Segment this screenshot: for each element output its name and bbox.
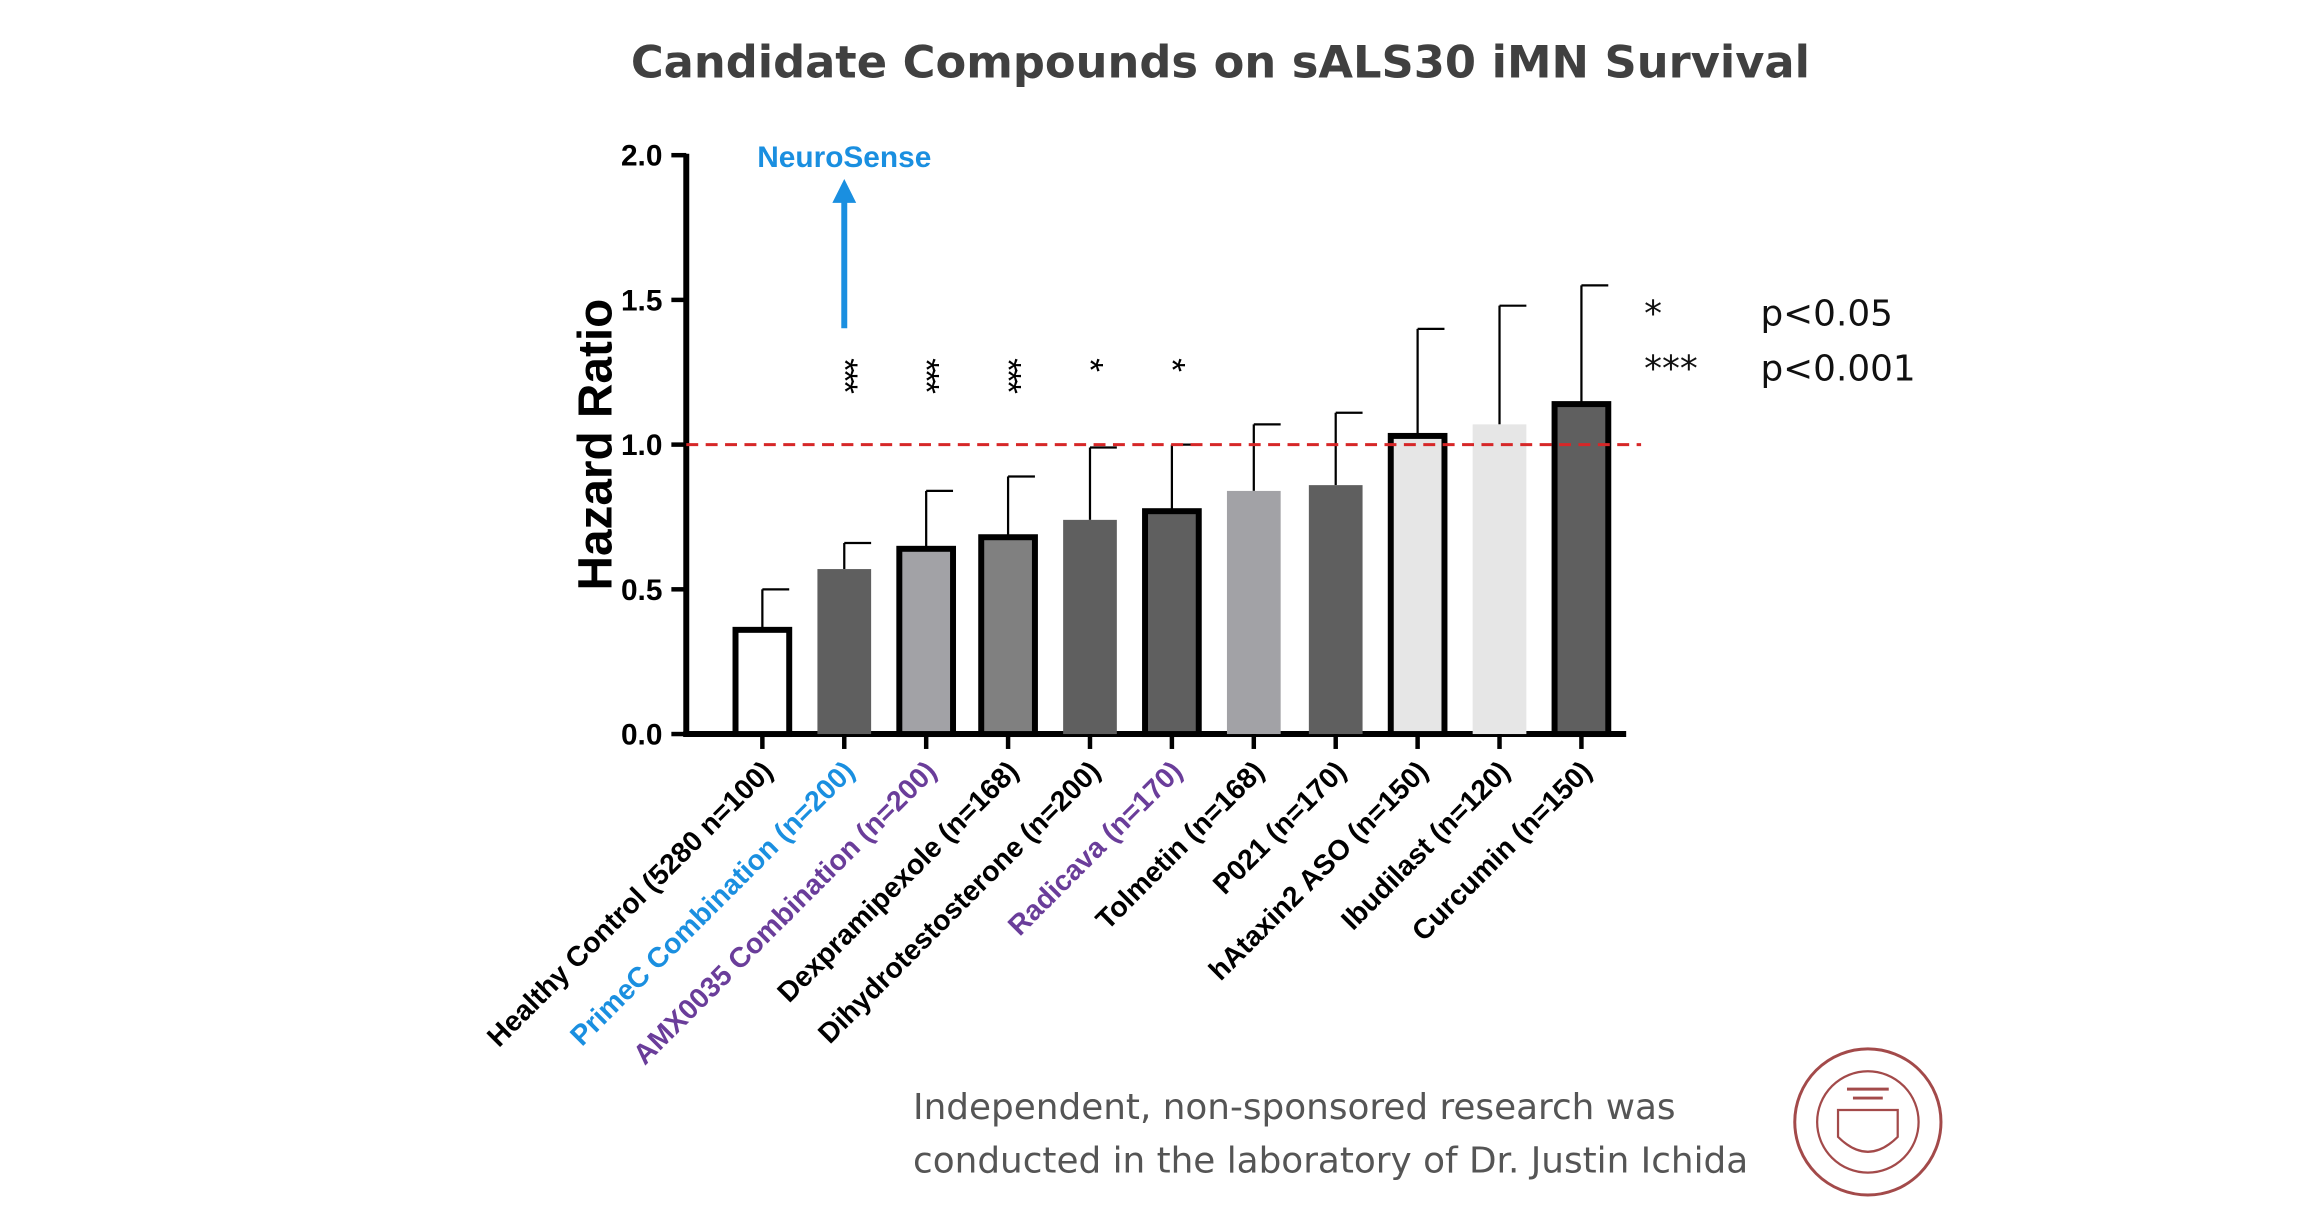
x-tick-label: AMX0035 Combination (n=200) [627,755,943,1071]
arrow-annotation-label: NeuroSense [757,141,931,174]
y-tick-label: 0.5 [621,574,662,607]
bar [1142,508,1202,738]
y-tick-label: 1.0 [621,429,662,462]
significance-label: *** [906,358,946,394]
footnote: Independent, non-sponsored research was [913,1087,1676,1128]
significance-label: * [1070,358,1110,372]
footnote: conducted in the laboratory of Dr. Justi… [913,1141,1748,1182]
seal-shield [1836,1108,1899,1153]
bar [732,626,793,738]
legend-text: p<0.05 [1760,293,1892,334]
seal-detail [1846,1087,1889,1100]
significance-label: *** [824,358,864,394]
bar [817,569,872,735]
y-tick-label: 2.0 [621,140,662,173]
legend-text: p<0.001 [1760,348,1915,389]
significance-label: *** [988,358,1028,394]
seal-ring [1816,1070,1920,1174]
bar [1387,432,1448,738]
bar [896,545,957,738]
y-axis-label: Hazard Ratio [570,299,623,591]
y-tick-label: 0.0 [621,718,662,751]
y-tick-label: 1.5 [621,284,662,317]
arrow-head [832,179,857,203]
bar [1063,519,1117,735]
bar [1472,424,1527,735]
bar [1226,490,1281,735]
usc-seal [1793,1047,1943,1197]
legend-symbol: * [1644,293,1662,334]
bar [1551,401,1612,738]
legend-symbol: *** [1644,348,1698,389]
seal-ring [1793,1047,1943,1197]
bar [978,534,1038,738]
bar [1308,485,1363,735]
significance-label: * [1152,358,1192,372]
chart-title: Candidate Compounds on sALS30 iMN Surviv… [631,36,1810,89]
